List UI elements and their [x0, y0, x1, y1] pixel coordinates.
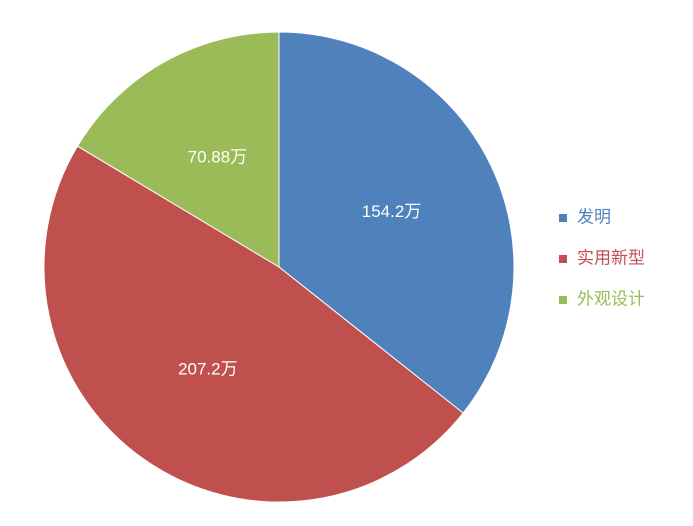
value-label: 70.88万	[188, 148, 248, 167]
legend-swatch	[559, 255, 567, 263]
legend-label: 发明	[577, 207, 611, 226]
legend-swatch	[559, 296, 567, 304]
pie-slice	[43, 145, 464, 503]
legend-swatch	[559, 214, 567, 222]
pie-slice	[278, 31, 515, 414]
pie-slice	[76, 31, 280, 268]
value-label: 207.2万	[178, 359, 238, 378]
legend-label: 实用新型	[577, 248, 645, 267]
legend-label: 外观设计	[577, 289, 645, 308]
value-label: 154.2万	[362, 202, 422, 221]
